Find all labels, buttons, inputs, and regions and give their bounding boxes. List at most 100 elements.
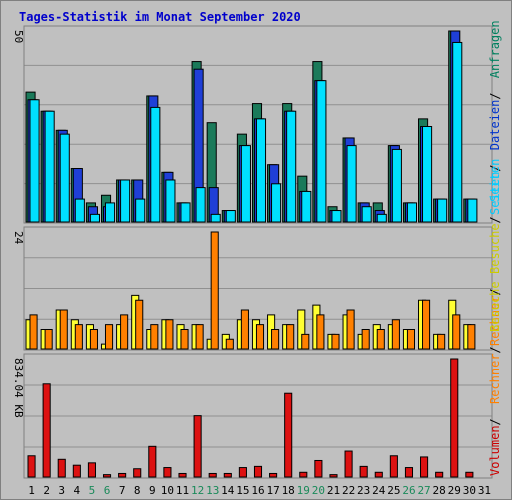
x-axis-day-label: 24 (372, 484, 386, 497)
bar-volumen-day-21 (329, 474, 338, 478)
bar-volumen-day-13 (208, 472, 217, 478)
legend-entry-dateien: Dateien (488, 100, 502, 151)
x-axis-day-label: 3 (58, 484, 65, 497)
bar-seiten-day-19 (301, 190, 312, 223)
legend-entry-rechner: Rechner (488, 353, 502, 404)
bar-volumen-day-5 (87, 462, 96, 478)
bar-rechner-day-4 (74, 324, 83, 350)
bar-seiten-day-17 (271, 183, 282, 223)
legend-entry-besuche: Besuche (488, 281, 502, 332)
bar-seiten-day-16 (255, 118, 267, 223)
legend-separator: / (488, 93, 502, 100)
bar-volumen-day-28 (435, 471, 444, 478)
bar-volumen-day-16 (253, 465, 263, 478)
bar-rechner-day-23 (361, 329, 370, 350)
legend-entry-seiten: Seiten (488, 172, 502, 215)
y-axis-max-label-panel-3: 834.04 KB (12, 358, 25, 418)
bar-volumen-day-19 (299, 471, 308, 478)
x-axis-day-label: 13 (206, 484, 219, 497)
bar-seiten-day-4 (74, 198, 85, 223)
x-axis-day-label: 31 (478, 484, 491, 497)
bar-volumen-day-25 (389, 455, 398, 478)
bar-seiten-day-14 (225, 210, 236, 223)
panel-3-border (23, 353, 493, 479)
bar-rechner-day-26 (406, 329, 416, 350)
legend-entry-seiten: Seiten (488, 159, 502, 202)
bar-rechner-day-20 (316, 314, 325, 350)
bar-volumen-day-12 (193, 415, 202, 478)
x-axis-day-label: 22 (342, 484, 355, 497)
bar-seiten-day-6 (104, 202, 116, 223)
x-axis-day-label: 14 (221, 484, 235, 497)
x-axis-day-label: 5 (89, 484, 96, 497)
y-axis-max-label-panel-2: 24 (12, 231, 25, 245)
x-axis-day-label: 10 (161, 484, 174, 497)
bar-rechner-day-12 (195, 324, 204, 350)
bar-volumen-day-11 (178, 472, 187, 478)
x-axis-day-label: 29 (448, 484, 461, 497)
bar-seiten-day-2 (44, 110, 55, 223)
bar-volumen-day-6 (102, 474, 112, 478)
x-axis-day-label: 8 (134, 484, 141, 497)
bar-volumen-day-20 (314, 459, 323, 478)
legend-entry-volumen: Volumen (488, 425, 502, 476)
x-axis-day-label: 1 (28, 484, 35, 497)
x-axis-day-label: 7 (119, 484, 126, 497)
bar-rechner-day-22 (346, 309, 355, 350)
bar-volumen-day-17 (269, 472, 278, 478)
bar-volumen-day-9 (148, 445, 157, 478)
bar-rechner-day-16 (255, 324, 265, 350)
bar-rechner-day-5 (89, 329, 98, 350)
bar-rechner-day-10 (165, 319, 174, 350)
bar-seiten-day-7 (120, 179, 131, 223)
legend-separator: / (488, 216, 502, 223)
bar-seiten-day-10 (165, 179, 176, 223)
x-axis-day-label: 12 (191, 484, 204, 497)
bar-volumen-day-7 (118, 472, 127, 478)
bar-rechner-day-15 (240, 309, 249, 350)
bar-seiten-day-13 (210, 213, 221, 223)
y-axis-max-label-panel-1: 50 (12, 30, 25, 43)
bar-seiten-day-25 (391, 148, 402, 223)
bar-seiten-day-29 (452, 41, 463, 223)
bar-seiten-day-5 (89, 213, 100, 223)
bar-volumen-day-15 (238, 467, 247, 478)
bar-seiten-day-24 (376, 213, 387, 223)
x-axis-day-label: 21 (327, 484, 340, 497)
x-axis-day-label: 17 (266, 484, 279, 497)
x-axis-day-label: 15 (236, 484, 249, 497)
bar-seiten-day-3 (59, 133, 70, 223)
bar-rechner-day-3 (59, 309, 68, 350)
bar-seiten-day-15 (240, 145, 251, 223)
bar-volumen-day-14 (223, 472, 232, 478)
legend-separator: / (488, 346, 502, 353)
bar-seiten-day-26 (406, 202, 418, 223)
legend-separator: / (488, 165, 502, 172)
x-axis-day-label: 9 (149, 484, 156, 497)
bar-volumen-day-4 (72, 464, 81, 478)
bar-volumen-day-22 (344, 450, 353, 478)
bar-volumen-day-3 (57, 458, 66, 478)
bar-seiten-day-11 (180, 202, 191, 223)
bar-volumen-day-18 (284, 392, 293, 478)
bar-rechner-day-13 (210, 231, 219, 350)
legend-entry-anfragen: Anfragen (488, 20, 502, 78)
bar-rechner-day-9 (150, 324, 159, 350)
bar-rechner-day-11 (180, 329, 189, 350)
bar-rechner-day-7 (120, 314, 129, 350)
bar-volumen-day-24 (374, 471, 383, 478)
bar-rechner-day-21 (331, 333, 340, 350)
x-axis-day-label: 16 (251, 484, 264, 497)
bar-volumen-day-29 (450, 358, 459, 478)
x-axis-day-label: 11 (176, 484, 189, 497)
bar-rechner-day-29 (452, 314, 461, 350)
panel-1-border (23, 25, 493, 224)
bar-seiten-day-22 (346, 145, 357, 223)
bar-volumen-day-2 (42, 383, 51, 478)
bar-seiten-day-21 (331, 210, 342, 223)
legend-separator: / (488, 288, 502, 295)
bar-seiten-day-20 (316, 80, 327, 223)
x-axis-day-label: 26 (402, 484, 415, 497)
legend-separator: / (488, 418, 502, 425)
